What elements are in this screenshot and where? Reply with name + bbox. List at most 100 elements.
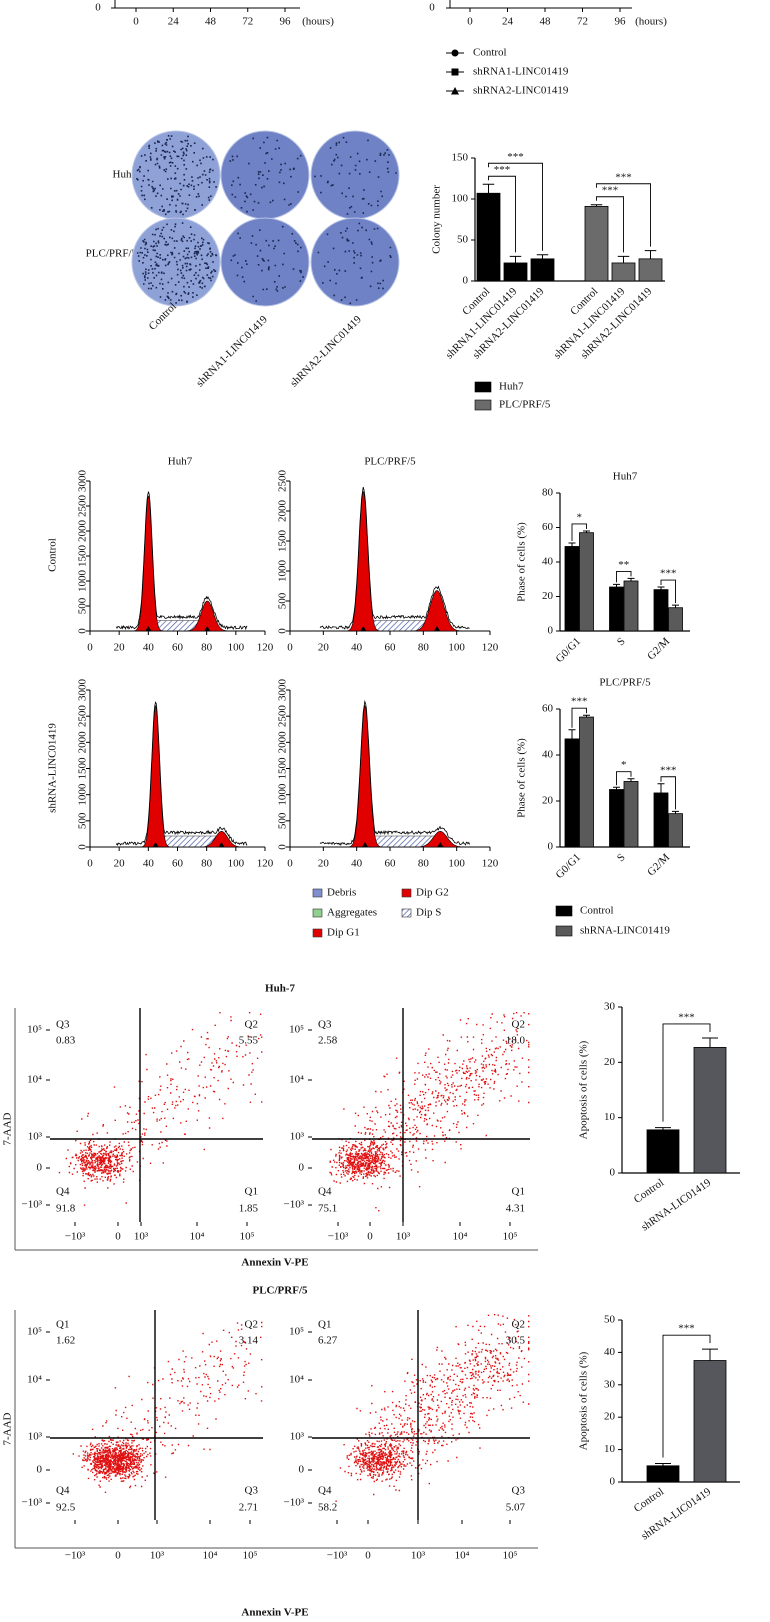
event-dots [72, 1321, 263, 1493]
event-dots [58, 1012, 263, 1206]
quadrant-value: 2.58 [318, 1035, 338, 1047]
x-tick-label: 0 [467, 16, 473, 28]
y-tick-label: 1500 [277, 530, 289, 553]
y-tick-label: 10³ [28, 1131, 43, 1143]
x-tick-label: 60 [172, 858, 184, 870]
legend-label: Dip G2 [416, 887, 449, 899]
y-axis-label: Phase of cells (%) [516, 738, 528, 818]
x-tick-label: 120 [482, 642, 499, 654]
y-tick-label: 10³ [290, 1431, 305, 1443]
colony-well [220, 130, 310, 220]
y-tick-label: 0 [548, 841, 554, 853]
error-bar [613, 583, 620, 588]
x-axis-label: Annexin V-PE [241, 1257, 308, 1269]
quadrant-name: Q3 [512, 1485, 526, 1497]
quadrant-value: 5.55 [239, 1035, 259, 1047]
y-tick-label: 500 [77, 597, 89, 614]
column-label: Control [147, 300, 179, 332]
y-axis-label: Colony number [431, 185, 443, 254]
y-tick-label: 20 [604, 1411, 616, 1423]
x-tick-label: 48 [540, 16, 552, 28]
x-tick-label: G0/G1 [553, 635, 583, 665]
y-tick-label: 0 [610, 1167, 616, 1179]
x-tick-label: 40 [351, 858, 363, 870]
x-tick-label: 10³ [150, 1550, 165, 1562]
error-bar [627, 778, 635, 782]
x-tick-label: 48 [205, 16, 217, 28]
quadrant-name: Q1 [512, 1186, 525, 1198]
column-title: PLC/PRF/5 [364, 456, 416, 468]
x-tick-label: 72 [577, 16, 588, 28]
legend-swatch [312, 888, 323, 898]
significance-label: *** [660, 568, 677, 580]
quadrant-name: Q3 [56, 1019, 70, 1031]
error-bar [568, 542, 576, 547]
bar [476, 192, 501, 282]
y-tick-label: 0 [77, 628, 89, 634]
quadrant-value: 18.0 [506, 1035, 526, 1047]
legend-label: shRNA-LINC01419 [580, 925, 670, 937]
legend-label: PLC/PRF/5 [499, 399, 551, 411]
y-tick-label: 1000 [77, 570, 89, 593]
bar [609, 789, 624, 848]
y-tick-label: 3000 [277, 679, 289, 702]
y-tick-label: 2000 [77, 731, 89, 754]
error-bar [655, 1463, 671, 1466]
quadrant-value: 5.07 [506, 1502, 526, 1514]
error-bar [536, 254, 549, 259]
peak-marker [218, 842, 225, 847]
x-tick-label: 0 [87, 858, 93, 870]
y-tick-label: 150 [452, 152, 469, 164]
significance-bracket [596, 183, 651, 247]
bar [503, 262, 528, 282]
error-bar [617, 255, 630, 263]
bar [584, 205, 609, 282]
row-label: PLC/PRF/5 [86, 248, 138, 260]
y-tick-label: 2500 [277, 470, 289, 493]
row-label: Huh7 [113, 169, 138, 181]
y-tick-label: 1500 [277, 757, 289, 780]
error-bar [702, 1348, 718, 1361]
colony-dots [317, 222, 392, 305]
significance-label: * [577, 511, 583, 523]
x-tick-label: 0 [133, 16, 139, 28]
y-tick-label: 0 [37, 1464, 43, 1476]
y-tick-label: 10³ [290, 1131, 305, 1143]
error-bar [657, 586, 665, 590]
significance-label: *** [615, 171, 632, 183]
quadrant-value: 1.85 [239, 1203, 259, 1215]
y-tick-label: 20 [604, 1056, 616, 1068]
error-bar [583, 714, 590, 718]
row-label: shRNA-LINC01419 [47, 723, 59, 813]
x-tick-label: G2/M [645, 635, 672, 662]
dip-g1 [116, 704, 248, 848]
significance-label: *** [660, 764, 677, 776]
x-tick-label: 80 [418, 642, 430, 654]
legend-swatch [555, 925, 573, 937]
y-tick-label: −10³ [21, 1497, 42, 1509]
x-tick-label: G0/G1 [553, 851, 583, 881]
x-tick-label: 100 [228, 858, 245, 870]
x-tick-label: 0 [115, 1550, 121, 1562]
x-tick-label: G2/M [645, 851, 672, 878]
y-tick-label: 40 [542, 749, 554, 761]
y-axis-label: 7-AAD [2, 1112, 14, 1145]
x-tick-label: 0 [87, 642, 93, 654]
bar [668, 607, 683, 632]
x-tick-label: 120 [257, 642, 274, 654]
x-tick-label: 96 [279, 16, 291, 28]
column-label: shRNA2-LINC01419 [288, 313, 364, 389]
quadrant-name: Q2 [512, 1319, 525, 1331]
y-tick-label: 1000 [277, 560, 289, 583]
event-dots [335, 1314, 530, 1502]
y-tick-label: 20 [542, 795, 554, 807]
significance-bracket [662, 1334, 711, 1458]
quadrant-value: 75.1 [318, 1203, 337, 1215]
y-axis-label: Apoptosis of cells (%) [578, 1351, 590, 1450]
significance-label: *** [678, 1323, 695, 1335]
y-tick-label: 20 [542, 590, 554, 602]
x-tick-label: 10⁵ [503, 1231, 518, 1243]
bar [668, 813, 683, 848]
x-tick-label: 40 [143, 858, 155, 870]
significance-label: *** [507, 151, 524, 163]
